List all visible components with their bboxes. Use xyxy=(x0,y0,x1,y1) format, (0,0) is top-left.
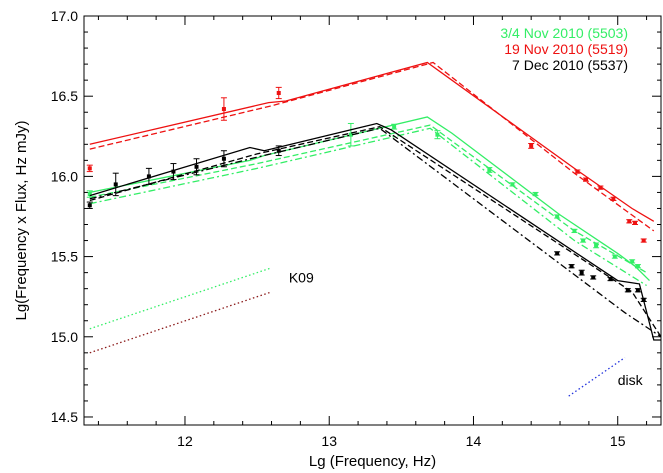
data-point xyxy=(641,238,646,243)
data-point xyxy=(555,214,560,219)
y-tick-label: 17.0 xyxy=(51,8,78,24)
data-point xyxy=(348,132,353,137)
data-point xyxy=(627,219,632,224)
data-point xyxy=(594,243,599,248)
y-tick-label: 14.5 xyxy=(51,409,78,425)
data-point xyxy=(612,254,617,259)
annotation-disk: disk xyxy=(618,372,644,388)
x-tick-label: 12 xyxy=(177,433,193,449)
data-point xyxy=(583,177,588,182)
x-tick-label: 15 xyxy=(610,433,626,449)
data-point xyxy=(113,182,118,187)
series-0-model-solid xyxy=(89,116,650,282)
plot-data-group xyxy=(86,61,661,397)
data-point xyxy=(591,275,596,280)
data-point xyxy=(635,264,640,269)
series-0-model-dashed xyxy=(89,124,647,274)
y-tick-label: 16.5 xyxy=(51,88,78,104)
plot-frame xyxy=(83,15,662,426)
data-point xyxy=(146,174,151,179)
data-point xyxy=(569,264,574,269)
series-2-model-dashed xyxy=(89,126,661,338)
data-point xyxy=(529,143,534,148)
data-point xyxy=(171,169,176,174)
data-point xyxy=(608,277,613,282)
series-0-model-dashdot xyxy=(89,127,647,287)
x-tick-label: 14 xyxy=(466,433,482,449)
data-point xyxy=(221,107,226,112)
data-point xyxy=(533,192,538,197)
legend-entry: 19 Nov 2010 (5519) xyxy=(504,41,628,57)
data-point xyxy=(392,124,397,129)
series-1-model-dashed xyxy=(89,61,655,232)
dotted-line-0 xyxy=(89,267,272,330)
data-point xyxy=(579,270,584,275)
data-point xyxy=(87,192,92,197)
series-2-model-dashdot xyxy=(89,127,661,338)
data-point xyxy=(625,288,630,293)
data-point xyxy=(575,169,580,174)
data-point xyxy=(194,164,199,169)
y-tick-label: 16.0 xyxy=(51,168,78,184)
data-point xyxy=(641,297,646,302)
data-point xyxy=(635,288,640,293)
data-point xyxy=(435,132,440,137)
legend-entry: 3/4 Nov 2010 (5503) xyxy=(500,25,628,41)
data-point xyxy=(581,238,586,243)
data-point xyxy=(276,90,281,95)
data-point xyxy=(87,166,92,171)
y-tick-label: 15.0 xyxy=(51,329,78,345)
data-point xyxy=(633,220,638,225)
x-tick-label: 13 xyxy=(321,433,337,449)
data-point xyxy=(87,203,92,208)
dotted-line-2 xyxy=(568,357,626,397)
dotted-line-1 xyxy=(89,291,272,354)
data-point xyxy=(611,196,616,201)
data-point xyxy=(555,251,560,256)
data-point xyxy=(487,167,492,172)
data-point xyxy=(276,148,281,153)
data-point xyxy=(630,259,635,264)
x-axis-title: Lg (Frequency, Hz) xyxy=(309,453,436,470)
legend-entry: 7 Dec 2010 (5537) xyxy=(512,57,628,73)
annotation-k09: K09 xyxy=(289,269,314,285)
y-axis-title: Lg(Frequency x Flux, Hz mJy) xyxy=(13,120,30,320)
data-point xyxy=(572,228,577,233)
series-2-model-solid xyxy=(89,122,661,341)
y-tick-label: 15.5 xyxy=(51,249,78,265)
series-1-model-solid xyxy=(89,61,655,222)
data-point xyxy=(221,156,226,161)
data-point xyxy=(598,185,603,190)
data-point xyxy=(510,182,515,187)
